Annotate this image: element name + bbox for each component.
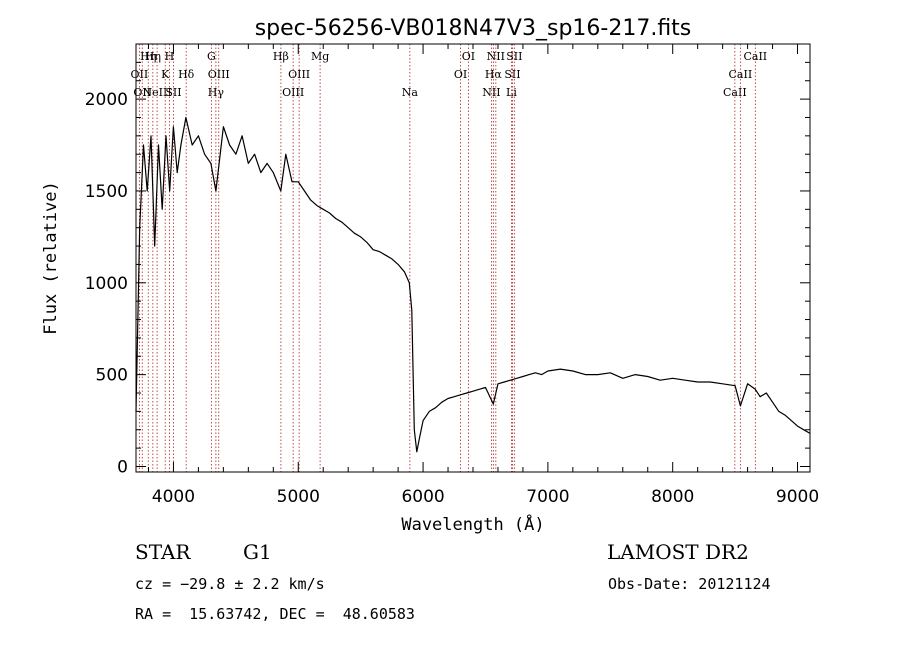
y-axis-label: Flux (relative) [41,181,61,335]
line-marker-label: NeIII [143,86,172,99]
line-marker-label: Hη [145,50,161,63]
x-tick-label: 4000 [152,487,195,507]
line-marker-label: SII [165,86,181,99]
line-marker-label: OI [454,68,467,81]
line-marker-label: OIII [288,68,310,81]
x-tick-label: 9000 [776,487,819,507]
spectrum-line [135,116,811,453]
x-tick-label: 8000 [651,487,694,507]
line-marker-label: OI [462,50,475,63]
x-axis-label: Wavelength (Å) [401,513,544,535]
plot-frame [135,43,811,473]
line-marker-label: NII [487,50,505,63]
line-marker-label: CaII [729,68,753,81]
y-tick-label: 0 [117,457,128,477]
y-tick-label: 1500 [85,182,128,202]
redshift-text: cz = −29.8 ± 2.2 km/s [135,575,325,593]
line-marker-label: OII [131,68,149,81]
x-tick-label: 7000 [526,487,569,507]
line-marker-label: Li [506,86,517,99]
y-tick-label: 1000 [85,274,128,294]
x-tick-label: 5000 [277,487,320,507]
line-marker-label: Hβ [273,50,289,63]
chart-title: spec-56256-VB018N47V3_sp16-217.fits [255,16,692,41]
line-marker-label: H [165,50,175,63]
line-marker-label: OII [133,86,151,99]
y-tick-label: 2000 [85,90,128,110]
line-marker-label: Na [402,86,419,99]
plot-area: OIIOIIHηHηNeIIIKHSIIHδGHγOIIIHβOIIIOIIIM… [85,43,819,507]
class-label: STAR [135,540,191,564]
line-marker-label: Hα [485,68,503,81]
line-marker-label: CaII [723,86,747,99]
line-marker-label: OIII [282,86,304,99]
line-marker-label: SII [506,50,522,63]
line-marker-label: Hγ [208,86,225,99]
line-marker-label: NII [482,86,500,99]
coordinates-text: RA = 15.63742, DEC = 48.60583 [135,605,415,623]
survey-label: LAMOST DR2 [607,540,749,564]
line-marker-label: Hη [140,50,156,63]
line-marker-label: G [207,50,216,63]
line-marker-label: Hδ [178,68,195,81]
line-marker-label: K [161,68,170,81]
line-marker-label: OIII [208,68,230,81]
obs-date-text: Obs-Date: 20121124 [608,575,771,593]
subclass-label: G1 [243,540,272,564]
y-tick-label: 500 [96,366,128,386]
line-marker-label: CaII [743,50,767,63]
line-marker-label: Mg [311,50,329,63]
line-marker-label: SII [504,68,520,81]
x-tick-label: 6000 [401,487,444,507]
